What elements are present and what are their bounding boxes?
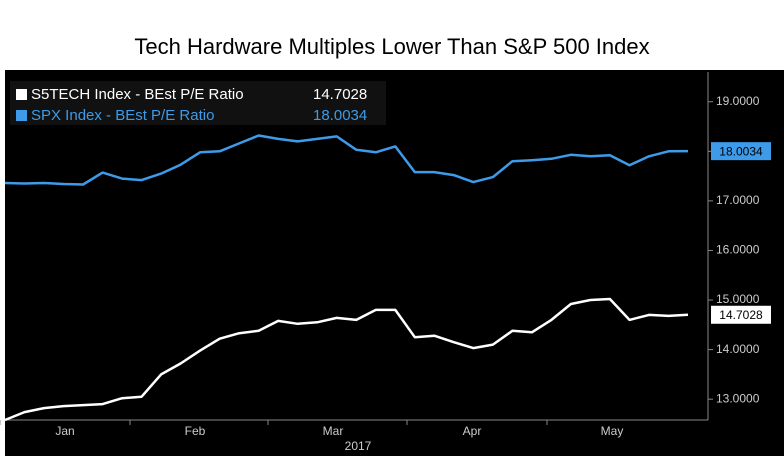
last-value-label: 14.7028: [719, 308, 763, 322]
chart-title: Tech Hardware Multiples Lower Than S&P 5…: [134, 34, 649, 59]
y-tick-label: 19.0000: [716, 94, 760, 108]
x-tick-label: May: [601, 424, 624, 438]
legend-label: S5TECH Index - BEst P/E Ratio: [31, 86, 244, 103]
y-tick-label: 17.0000: [716, 193, 760, 207]
x-tick-label: Mar: [323, 424, 344, 438]
legend-value: 18.0034: [313, 107, 367, 124]
last-value-tag: [711, 305, 771, 324]
x-tick-label: Apr: [463, 424, 482, 438]
legend-swatch: [16, 89, 27, 100]
last-value-label: 18.0034: [719, 144, 763, 158]
legend-label: SPX Index - BEst P/E Ratio: [31, 107, 214, 124]
legend: [10, 81, 386, 125]
y-tick-label: 13.0000: [716, 391, 760, 405]
year-label: 2017: [345, 439, 372, 453]
last-value-tag: [711, 142, 771, 161]
chart-background: [5, 70, 784, 456]
series-line: [4, 134, 689, 186]
y-tick-label: 16.0000: [716, 243, 760, 257]
x-tick-label: Feb: [185, 424, 206, 438]
legend-value: 14.7028: [313, 86, 367, 103]
y-tick-label: 14.0000: [716, 342, 760, 356]
x-tick-label: Jan: [55, 424, 74, 438]
y-tick-label: 15.0000: [716, 292, 760, 306]
legend-swatch: [16, 110, 27, 121]
series-line: [4, 297, 689, 422]
